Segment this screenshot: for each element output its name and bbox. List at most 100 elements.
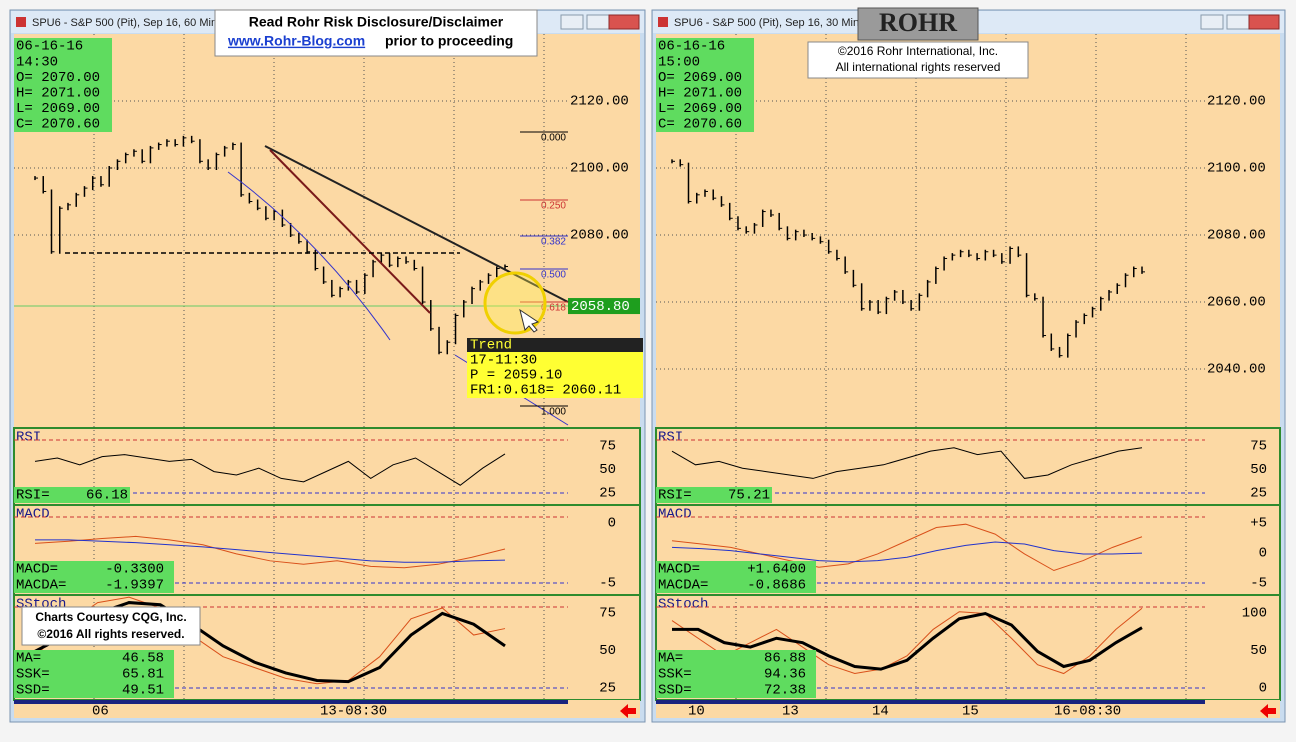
trend-line <box>264 145 569 303</box>
panel-tick-label: 25 <box>599 681 616 697</box>
fib-label: 1.000 <box>541 407 566 418</box>
trend-line <box>269 149 431 314</box>
window-close-button[interactable] <box>1248 14 1280 30</box>
time-label: 10 <box>688 704 705 720</box>
disclaimer-link[interactable]: www.Rohr-Blog.com <box>227 33 365 49</box>
readout-label: MACDA= <box>16 578 66 594</box>
fib-label: 0.250 <box>541 201 566 212</box>
time-axis-strip <box>14 700 568 704</box>
indicator-line <box>34 535 506 569</box>
readout-label: MACDA= <box>658 578 708 594</box>
price-tick-label: 2080.00 <box>570 228 629 244</box>
indicator-line <box>672 611 1143 671</box>
panel-tick-label: 0 <box>1259 546 1267 562</box>
indicator-line <box>35 539 506 563</box>
indicator-line <box>671 541 1143 563</box>
scroll-arrow[interactable] <box>620 704 636 718</box>
readout-value: 94.36 <box>764 667 806 683</box>
fib-label: 0.382 <box>541 237 566 248</box>
price-tick-label: 2040.00 <box>1207 362 1266 378</box>
tooltip-title: Trend <box>470 338 512 354</box>
info-box <box>656 38 754 132</box>
window-title: SPU6 - S&P 500 (Pit), Sep 16, 60 Min <box>32 17 217 29</box>
readout-box <box>14 561 174 593</box>
window-min-button[interactable] <box>1200 14 1224 30</box>
indicator-line <box>671 607 1143 675</box>
readout-value: +1.6400 <box>747 562 806 578</box>
panel-tick-label: 50 <box>599 462 616 478</box>
info-line: C= 2070.60 <box>16 117 100 133</box>
window-max-button[interactable] <box>586 14 610 30</box>
panel-tick-label: 75 <box>599 606 616 622</box>
window-max-button[interactable] <box>1226 14 1250 30</box>
info-line: C= 2070.60 <box>658 117 742 133</box>
last-price-label: 2058.80 <box>571 299 630 315</box>
readout-label: MACD= <box>16 562 58 578</box>
panel-label: RSI <box>16 430 41 446</box>
readout-label: SSK= <box>16 667 50 683</box>
panel-tick-label: 25 <box>599 486 616 502</box>
info-line: 06-16-16 <box>16 39 83 55</box>
copyright-line: All international rights reserved <box>836 60 1001 74</box>
last-price-box <box>568 298 640 315</box>
panel-tick-label: 50 <box>1250 462 1267 478</box>
panel-tick-label: 25 <box>1250 486 1267 502</box>
info-line: O= 2070.00 <box>16 70 100 86</box>
panel-label: MACD <box>658 507 692 523</box>
tooltip-header <box>467 338 643 352</box>
panel-tick-label: 50 <box>1250 643 1267 659</box>
info-line: O= 2069.00 <box>658 70 742 86</box>
panel-label: SStoch <box>658 597 708 613</box>
cursor <box>519 308 540 333</box>
tooltip-p: P = 2059.10 <box>470 368 562 384</box>
disclaimer-line: Read Rohr Risk Disclosure/Disclaimer <box>249 14 504 30</box>
readout-label: MA= <box>16 651 41 667</box>
channel-line <box>227 171 391 341</box>
readout-box <box>14 650 174 698</box>
readout-label: SSD= <box>658 683 692 699</box>
panel-tick-label: -5 <box>599 576 616 592</box>
info-line: 15:00 <box>658 54 700 70</box>
readout-label: MACD= <box>658 562 700 578</box>
tooltip-body <box>467 352 643 398</box>
panel-tick-label: -5 <box>1250 576 1267 592</box>
copyright-line: ©2016 Rohr International, Inc. <box>838 44 998 58</box>
time-label: 15 <box>962 704 979 720</box>
indicator-line <box>671 523 1143 572</box>
readout-value: 75.21 <box>728 488 770 504</box>
readout-box <box>14 487 130 503</box>
readout-value: -0.8686 <box>747 578 806 594</box>
readout-value: 72.38 <box>764 683 806 699</box>
time-axis-strip <box>656 700 1205 704</box>
indicator-line <box>34 596 506 685</box>
fib-label: 0.000 <box>541 133 566 144</box>
logo-box <box>857 7 979 41</box>
courtesy-box <box>21 606 201 646</box>
time-label: 13 <box>782 704 799 720</box>
fib-label: 0.618 <box>541 303 566 314</box>
time-label: 13-08:30 <box>320 704 387 720</box>
readout-value: 66.18 <box>86 488 128 504</box>
readout-box <box>656 487 772 503</box>
price-tick-label: 2080.00 <box>1207 228 1266 244</box>
time-label: 16-08:30 <box>1054 704 1121 720</box>
courtesy-line: Charts Courtesy CQG, Inc. <box>35 610 186 624</box>
price-tick-label: 2100.00 <box>570 161 629 177</box>
indicator-line <box>671 447 1143 479</box>
logo: ROHR <box>879 8 957 37</box>
tooltip-time: 17-11:30 <box>470 353 537 369</box>
readout-value: -0.3300 <box>105 562 164 578</box>
scroll-arrow[interactable] <box>1260 704 1276 718</box>
window-min-button[interactable] <box>560 14 584 30</box>
window-close-button[interactable] <box>608 14 640 30</box>
price-tick-label: 2120.00 <box>1207 94 1266 110</box>
readout-label: SSD= <box>16 683 50 699</box>
app-icon <box>16 17 26 27</box>
info-line: H= 2071.00 <box>16 86 100 102</box>
info-line: H= 2071.00 <box>658 86 742 102</box>
readout-box <box>656 650 816 698</box>
courtesy-line: ©2016 All rights reserved. <box>37 627 184 641</box>
time-axis <box>14 700 640 718</box>
